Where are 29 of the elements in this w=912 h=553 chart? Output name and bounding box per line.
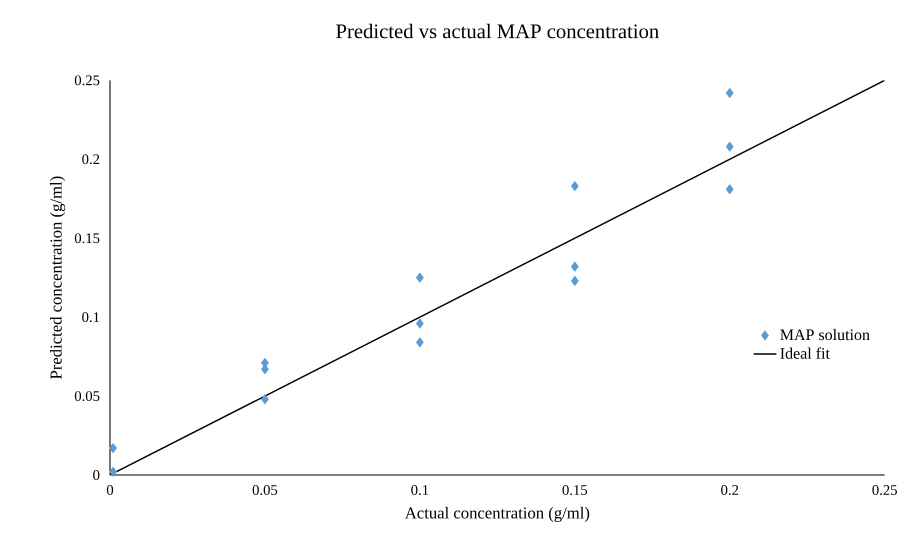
x-tick-label: 0.1 xyxy=(411,485,428,496)
point xyxy=(726,184,734,194)
y-tick-label: 0.25 xyxy=(74,75,100,86)
point xyxy=(416,272,424,283)
y-tick-label: 0.1 xyxy=(82,312,100,322)
point xyxy=(109,443,117,454)
x-tick-label: 0 xyxy=(106,485,114,495)
y-tick-label: 0.2 xyxy=(82,154,100,164)
legend-label: Ideal fit xyxy=(780,347,830,359)
point xyxy=(261,394,269,404)
x-tick-label: 0.25 xyxy=(872,485,897,496)
point xyxy=(726,88,734,98)
chart-title: Predicted vs actual MAP concentration xyxy=(336,24,659,38)
x-tick-label: 0.05 xyxy=(252,485,278,496)
y-tick-label: 0 xyxy=(93,470,100,480)
point xyxy=(416,337,424,348)
y-tick-label: 0.05 xyxy=(74,391,100,402)
x-axis-title: Actual concentration (g/ml) xyxy=(404,506,590,522)
y-axis-title: Predicted concentration (g/ml) xyxy=(50,176,66,379)
point xyxy=(570,262,579,272)
point xyxy=(416,318,424,329)
point xyxy=(109,466,117,477)
x-tick-label: 0.15 xyxy=(562,485,588,496)
point xyxy=(570,181,579,192)
y-tick-label: 0.15 xyxy=(74,233,100,244)
point xyxy=(570,276,579,286)
point xyxy=(726,142,734,152)
legend-label: MAP solution xyxy=(780,328,870,340)
x-tick-label: 0.2 xyxy=(721,485,738,496)
